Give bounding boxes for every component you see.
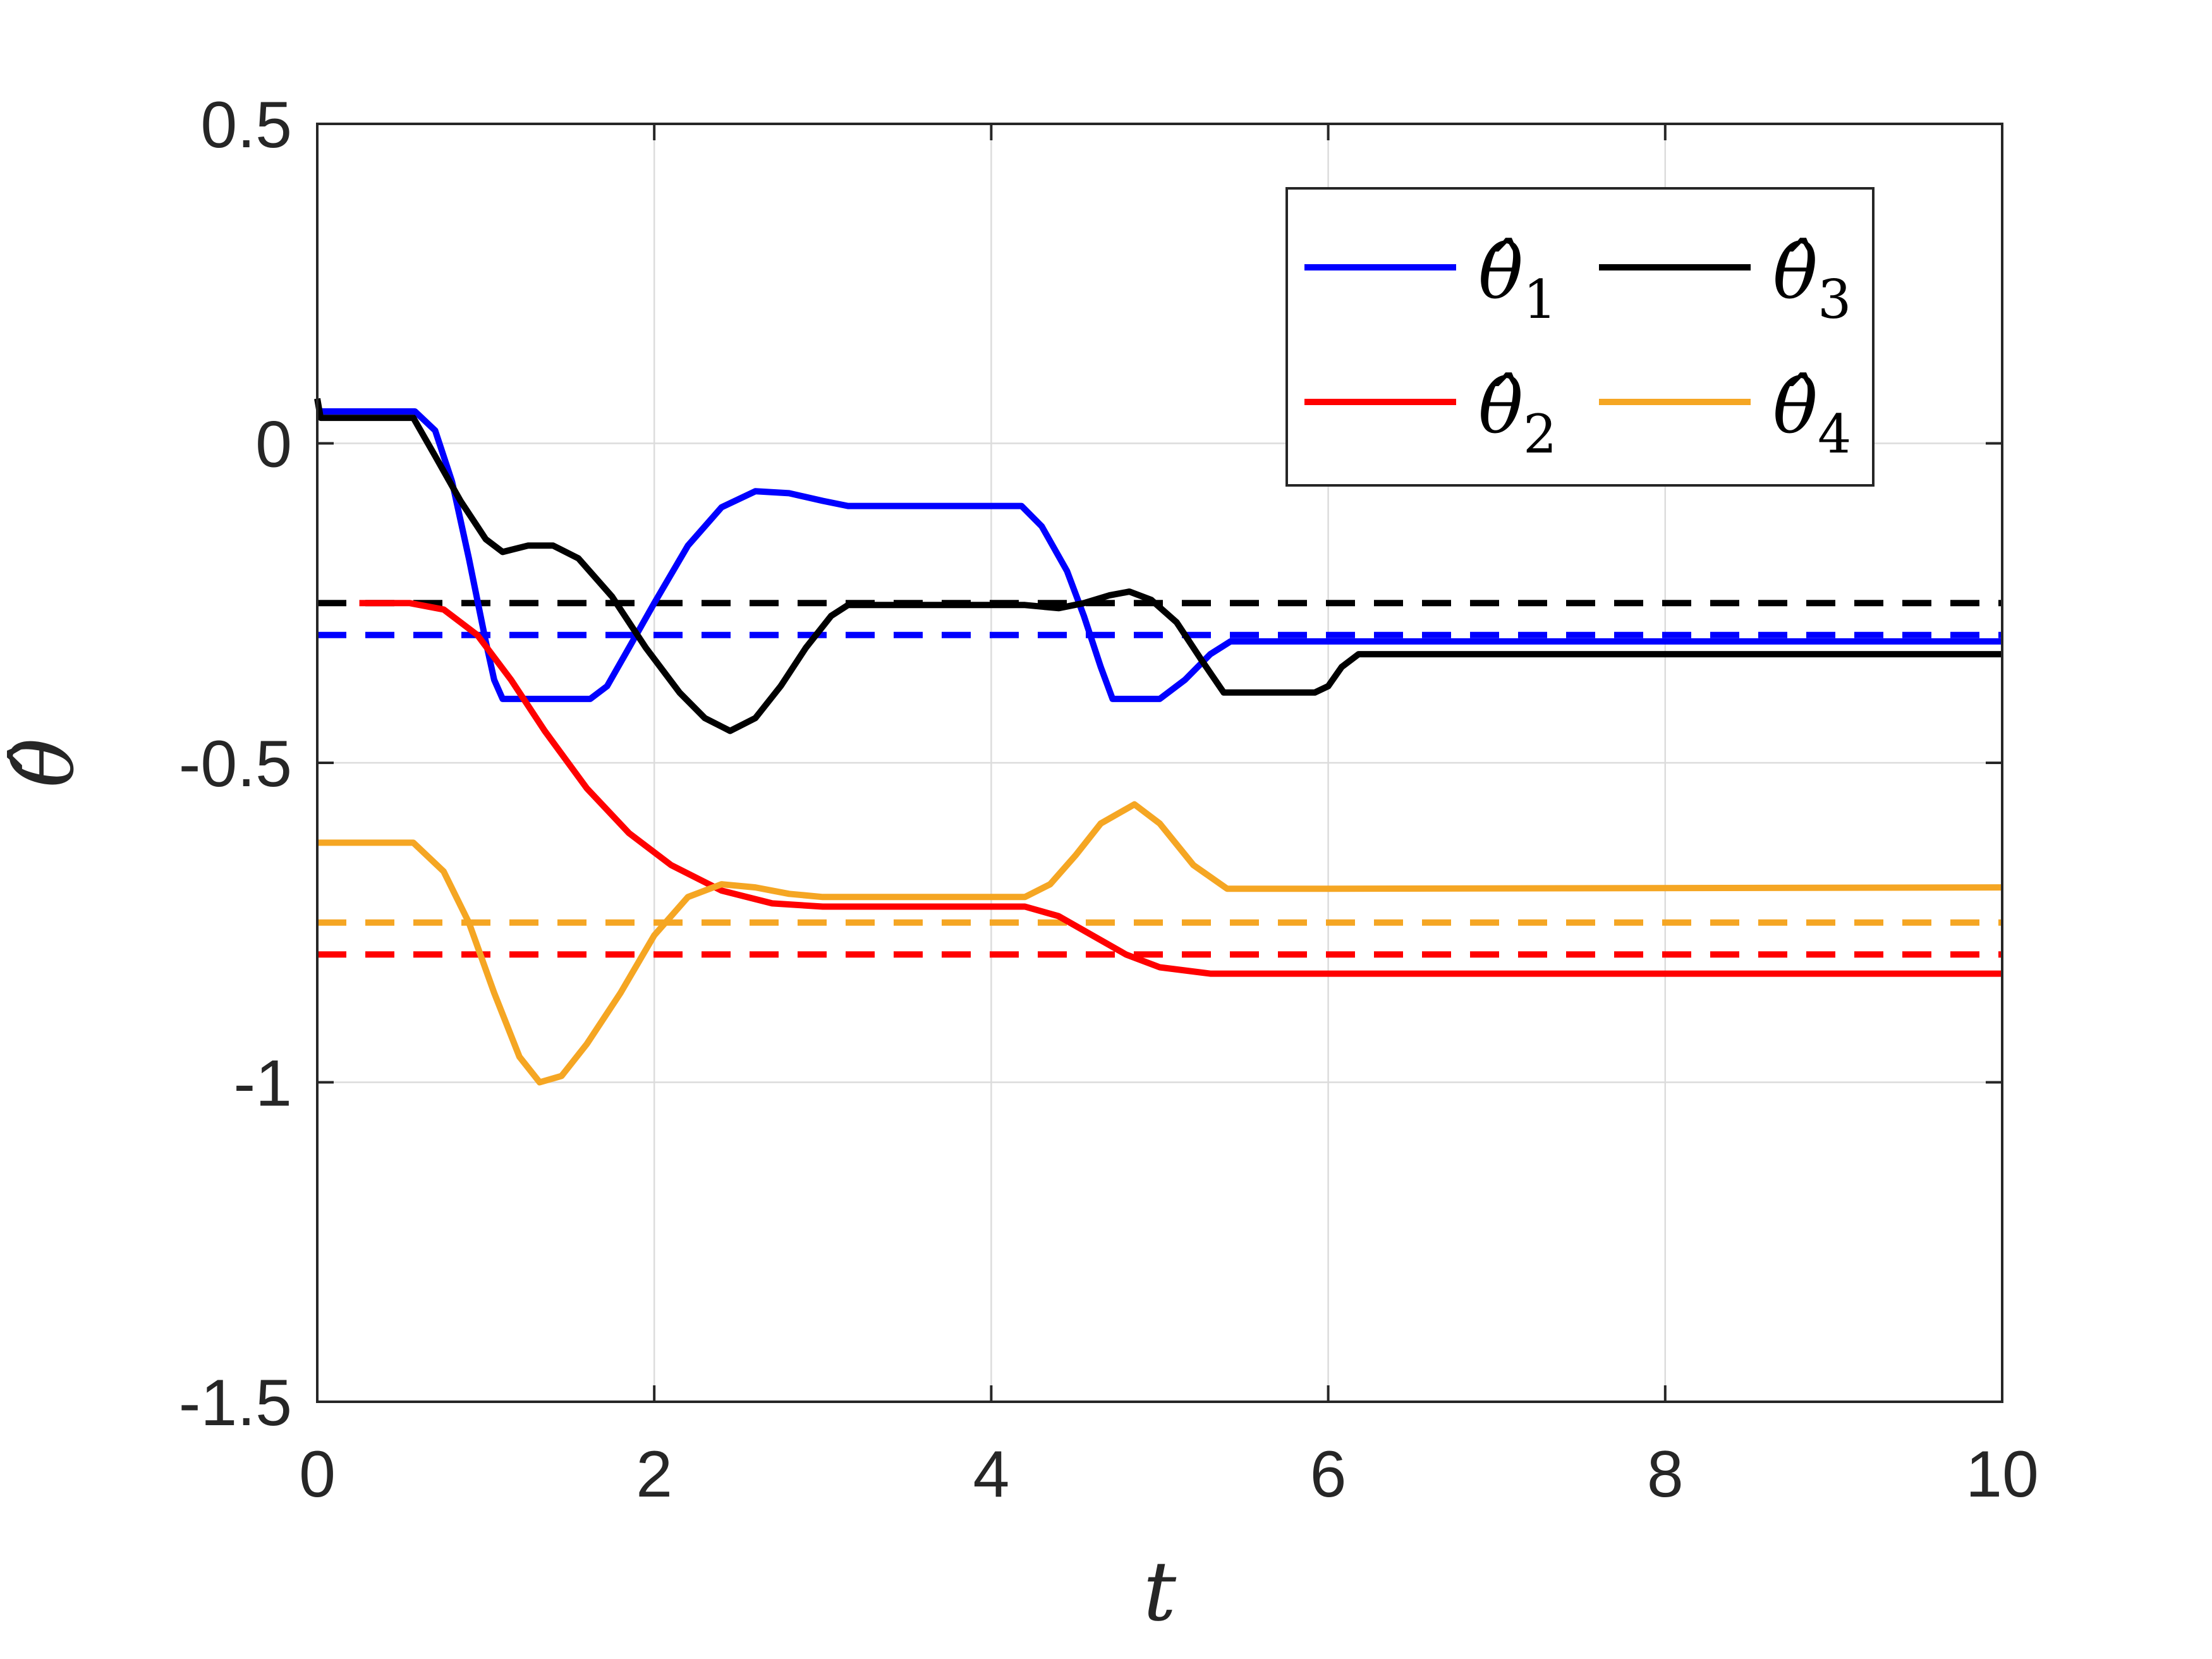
legend: θ̂1θ̂2θ̂3θ̂4 (1285, 187, 1875, 487)
series-line-7 (314, 398, 2002, 734)
y-tick-label: -1.5 (179, 1366, 292, 1440)
y-axis-label: θ̂ (0, 738, 92, 787)
y-tick-label: 0.5 (200, 88, 292, 162)
legend-subscript: 2 (1523, 403, 1557, 465)
legend-subscript: 3 (1818, 269, 1851, 331)
y-tick-label: 0 (255, 408, 292, 482)
plot-area (314, 398, 2003, 1086)
y-tick-label: -1 (234, 1047, 292, 1121)
x-tick-label: 2 (636, 1438, 672, 1511)
y-tick-label: -0.5 (179, 727, 292, 801)
x-tick-label: 0 (299, 1438, 336, 1511)
x-tick-label: 8 (1647, 1438, 1684, 1511)
x-tick-label: 4 (973, 1438, 1009, 1511)
legend-label: θ̂1 (1478, 228, 1557, 331)
ticks: 0 2 4 6 8 10 -1.5 -1 -0.5 0 0.5 (179, 88, 2039, 1511)
x-axis-label: t (1143, 1543, 1177, 1639)
legend-subscript: 1 (1523, 269, 1557, 331)
legend-subscript: 4 (1818, 403, 1851, 465)
x-tick-label: 6 (1310, 1438, 1347, 1511)
series-line-5 (317, 408, 2002, 702)
series-line-8 (317, 801, 2003, 1086)
legend-box (1285, 187, 1875, 487)
x-tick-label: 10 (1966, 1438, 2039, 1511)
legend-label: θ̂2 (1478, 363, 1557, 465)
series-line-6 (359, 600, 2002, 977)
